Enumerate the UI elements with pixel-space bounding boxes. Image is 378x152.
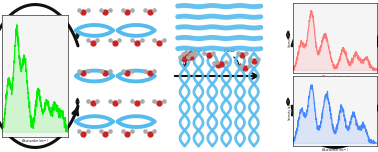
- Text: D₂O: D₂O: [190, 48, 202, 53]
- X-axis label: Wavenumber (cm$^{-1}$): Wavenumber (cm$^{-1}$): [321, 147, 349, 152]
- Y-axis label: Intensity (a.u.): Intensity (a.u.): [288, 29, 292, 47]
- Text: H₂O: H₂O: [223, 48, 235, 53]
- X-axis label: Wavenumber (cm$^{-1}$): Wavenumber (cm$^{-1}$): [321, 74, 349, 81]
- Y-axis label: Intensity (a.u.): Intensity (a.u.): [288, 102, 292, 120]
- Y-axis label: Intensity (a.u.): Intensity (a.u.): [0, 67, 1, 85]
- X-axis label: Wavenumber (cm$^{-1}$): Wavenumber (cm$^{-1}$): [21, 138, 49, 145]
